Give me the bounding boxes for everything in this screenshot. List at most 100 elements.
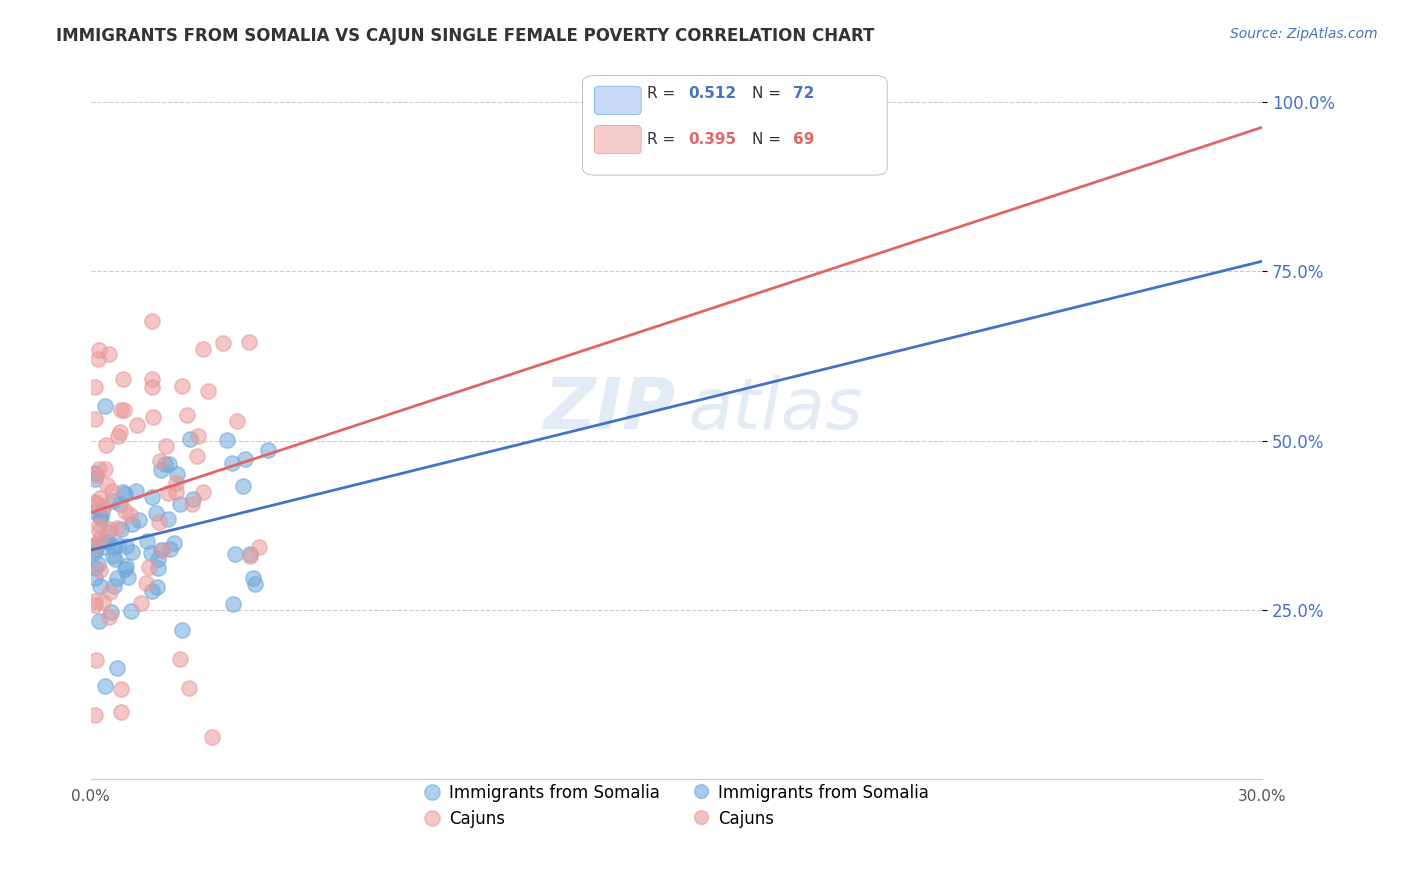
Immigrants from Somalia bbox=[221, 456, 243, 470]
Immigrants from Somalia bbox=[136, 533, 159, 548]
Immigrants from Somalia bbox=[163, 535, 186, 549]
Immigrants from Somalia bbox=[110, 523, 132, 537]
Immigrants from Somalia bbox=[170, 623, 193, 637]
Cajuns bbox=[89, 524, 111, 538]
Immigrants from Somalia bbox=[94, 399, 117, 413]
Cajuns bbox=[165, 484, 187, 499]
Immigrants from Somalia bbox=[89, 579, 111, 593]
Immigrants from Somalia bbox=[179, 432, 201, 446]
Cajuns bbox=[181, 497, 204, 511]
Immigrants from Somalia bbox=[89, 615, 111, 629]
Immigrants from Somalia bbox=[153, 458, 176, 472]
Immigrants from Somalia bbox=[169, 497, 191, 511]
Immigrants from Somalia bbox=[120, 604, 142, 618]
Cajuns bbox=[114, 504, 136, 518]
Cajuns bbox=[129, 596, 152, 610]
Immigrants from Somalia bbox=[105, 571, 128, 585]
Immigrants from Somalia bbox=[87, 557, 110, 571]
Legend: Immigrants from Somalia, Cajuns, Immigrants from Somalia, Cajuns: Immigrants from Somalia, Cajuns, Immigra… bbox=[418, 777, 935, 835]
Cajuns bbox=[91, 594, 114, 608]
Cajuns bbox=[212, 336, 235, 351]
Cajuns bbox=[89, 563, 111, 577]
Cajuns bbox=[112, 403, 135, 417]
Cajuns bbox=[118, 508, 141, 522]
Immigrants from Somalia bbox=[181, 492, 204, 507]
Cajuns bbox=[247, 541, 270, 555]
Immigrants from Somalia bbox=[103, 540, 125, 554]
Cajuns bbox=[226, 413, 249, 427]
Cajuns bbox=[89, 343, 111, 358]
Immigrants from Somalia bbox=[107, 538, 129, 552]
Cajuns bbox=[177, 681, 200, 695]
Immigrants from Somalia bbox=[157, 457, 180, 471]
Immigrants from Somalia bbox=[150, 463, 173, 477]
Immigrants from Somalia bbox=[128, 513, 150, 527]
Immigrants from Somalia bbox=[83, 544, 105, 558]
Immigrants from Somalia bbox=[243, 577, 266, 591]
Text: 0.512: 0.512 bbox=[688, 86, 737, 101]
Immigrants from Somalia bbox=[145, 506, 167, 520]
Immigrants from Somalia bbox=[93, 534, 115, 549]
Text: ZIP: ZIP bbox=[544, 375, 676, 444]
Immigrants from Somalia bbox=[146, 552, 169, 566]
Cajuns bbox=[187, 429, 209, 443]
Cajuns bbox=[83, 594, 105, 608]
Cajuns bbox=[98, 585, 121, 599]
Cajuns bbox=[96, 438, 118, 452]
Immigrants from Somalia bbox=[89, 509, 111, 524]
Cajuns bbox=[98, 347, 121, 361]
Cajuns bbox=[110, 705, 132, 719]
Cajuns bbox=[155, 439, 177, 453]
Immigrants from Somalia bbox=[94, 679, 117, 693]
Cajuns bbox=[93, 500, 115, 514]
Cajuns bbox=[84, 467, 107, 482]
Cajuns bbox=[83, 412, 105, 426]
FancyBboxPatch shape bbox=[595, 87, 641, 115]
Cajuns bbox=[97, 610, 120, 624]
Cajuns bbox=[148, 454, 170, 468]
Immigrants from Somalia bbox=[108, 497, 131, 511]
Immigrants from Somalia bbox=[83, 505, 105, 519]
Cajuns bbox=[108, 425, 131, 439]
Immigrants from Somalia bbox=[239, 547, 262, 561]
Text: N =: N = bbox=[752, 132, 786, 147]
Cajuns bbox=[105, 521, 128, 535]
Immigrants from Somalia bbox=[157, 512, 180, 526]
Immigrants from Somalia bbox=[97, 525, 120, 540]
Cajuns bbox=[110, 403, 132, 417]
Immigrants from Somalia bbox=[83, 542, 105, 557]
Immigrants from Somalia bbox=[166, 467, 188, 482]
Cajuns bbox=[138, 559, 160, 574]
Cajuns bbox=[83, 495, 105, 509]
Immigrants from Somalia bbox=[90, 511, 112, 525]
Immigrants from Somalia bbox=[117, 570, 139, 584]
Text: Source: ZipAtlas.com: Source: ZipAtlas.com bbox=[1230, 27, 1378, 41]
Cajuns bbox=[101, 484, 124, 499]
Immigrants from Somalia bbox=[224, 548, 246, 562]
Cajuns bbox=[141, 314, 163, 328]
Cajuns bbox=[98, 522, 121, 536]
Immigrants from Somalia bbox=[121, 545, 143, 559]
Text: R =: R = bbox=[647, 86, 681, 101]
Immigrants from Somalia bbox=[115, 559, 138, 574]
Immigrants from Somalia bbox=[111, 485, 134, 500]
FancyBboxPatch shape bbox=[582, 76, 887, 175]
Cajuns bbox=[96, 478, 118, 492]
FancyBboxPatch shape bbox=[595, 126, 641, 153]
Immigrants from Somalia bbox=[125, 484, 148, 499]
Text: IMMIGRANTS FROM SOMALIA VS CAJUN SINGLE FEMALE POVERTY CORRELATION CHART: IMMIGRANTS FROM SOMALIA VS CAJUN SINGLE … bbox=[56, 27, 875, 45]
Immigrants from Somalia bbox=[215, 434, 238, 448]
Cajuns bbox=[239, 549, 262, 564]
Text: N =: N = bbox=[752, 86, 786, 101]
Cajuns bbox=[83, 598, 105, 612]
Cajuns bbox=[165, 475, 187, 490]
Cajuns bbox=[87, 351, 110, 366]
Cajuns bbox=[125, 417, 148, 432]
Cajuns bbox=[142, 410, 165, 425]
Immigrants from Somalia bbox=[222, 597, 245, 611]
Immigrants from Somalia bbox=[141, 491, 163, 505]
Immigrants from Somalia bbox=[97, 535, 120, 549]
Cajuns bbox=[86, 653, 108, 667]
Immigrants from Somalia bbox=[146, 561, 169, 575]
Cajuns bbox=[87, 517, 110, 532]
